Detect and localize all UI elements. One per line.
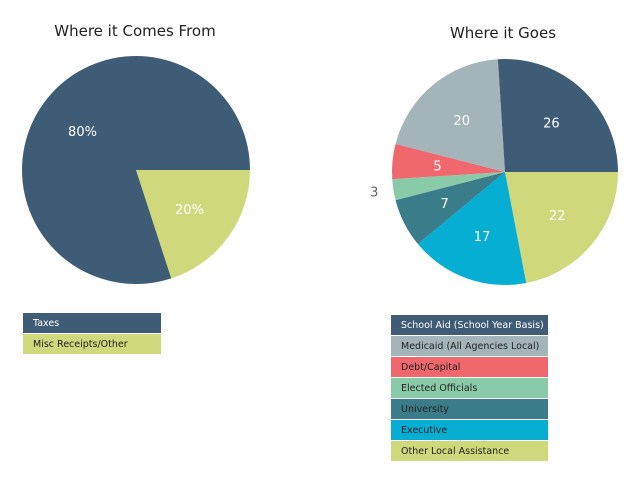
legend-item: Other Local Assistance bbox=[391, 441, 548, 462]
data-label: 26 bbox=[543, 117, 560, 132]
legend-item: Debt/Capital bbox=[391, 357, 548, 378]
pie-slice-executive bbox=[417, 172, 527, 285]
pie-slice-debt-capital bbox=[392, 143, 505, 180]
data-label: 20% bbox=[175, 203, 204, 218]
legend-right: School Aid (School Year Basis) Medicaid (… bbox=[391, 315, 548, 462]
legend-item: University bbox=[391, 399, 548, 420]
data-label: 17 bbox=[474, 230, 491, 245]
data-label: 5 bbox=[433, 160, 441, 175]
legend-left: Taxes Misc Receipts/Other bbox=[23, 313, 161, 355]
data-label: 7 bbox=[440, 197, 448, 212]
legend-item: Executive bbox=[391, 420, 548, 441]
pie-slice-taxes bbox=[21, 55, 250, 284]
pie-slice-elected-officials bbox=[392, 172, 505, 201]
legend-item: Medicaid (All Agencies Local) bbox=[391, 336, 548, 357]
pie-slice-misc-receipts-other bbox=[136, 170, 250, 279]
legend-item: Elected Officials bbox=[391, 378, 548, 399]
pie-slice-other-local-assistance bbox=[505, 172, 618, 283]
legend-item: School Aid (School Year Basis) bbox=[391, 315, 548, 336]
pie-slice-university bbox=[395, 172, 505, 245]
legend-item: Taxes bbox=[23, 313, 161, 334]
data-label: 80% bbox=[68, 125, 97, 140]
data-label: 20 bbox=[454, 114, 471, 129]
pie-slice-medicaid-all-agencies-local- bbox=[395, 59, 505, 173]
chart-title-right: Where it Goes bbox=[449, 24, 557, 42]
legend-item: Misc Receipts/Other bbox=[23, 334, 161, 355]
pie-slice-school-aid-school-year-basis- bbox=[497, 59, 618, 172]
data-label: 3 bbox=[370, 185, 378, 200]
data-label: 22 bbox=[549, 209, 566, 224]
chart-title-left: Where it Comes From bbox=[54, 22, 216, 40]
